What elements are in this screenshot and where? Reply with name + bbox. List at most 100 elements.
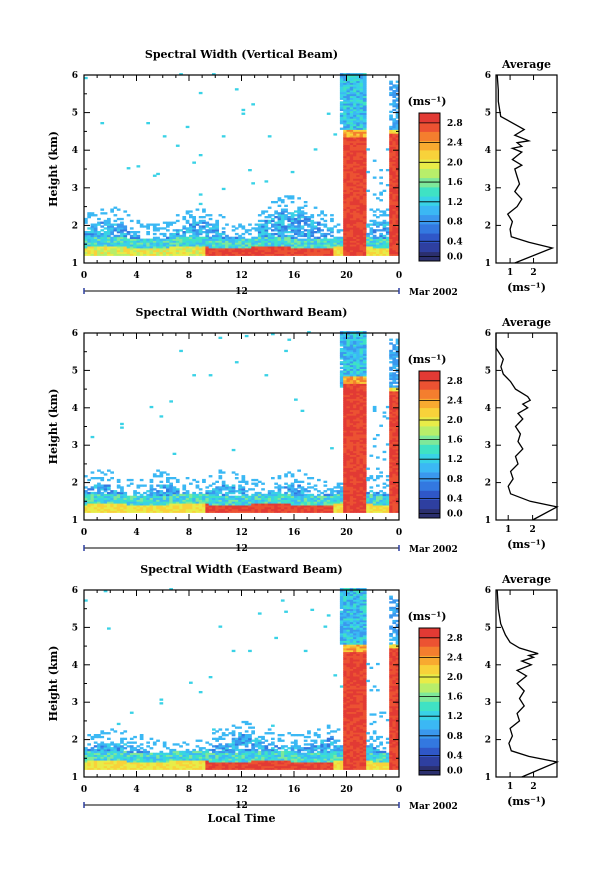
heatmap-cell [116, 236, 121, 239]
heatmap-cell [389, 374, 393, 377]
heatmap-cell [395, 413, 400, 416]
heatmap-cell [359, 174, 364, 177]
heatmap-cell [218, 471, 223, 474]
heatmap-cell [353, 169, 357, 172]
heatmap-cell [372, 409, 377, 412]
heatmap-cell [349, 225, 354, 228]
heatmap-cell [116, 242, 121, 245]
heatmap-cell [356, 452, 360, 455]
heatmap-cell [149, 508, 154, 512]
heatmap-cell [343, 361, 347, 364]
heatmap-cell [353, 497, 357, 500]
heatmap-cell [103, 760, 108, 763]
heatmap-cell [395, 236, 400, 239]
heatmap-cell [376, 197, 380, 200]
heatmap-cell [389, 182, 393, 185]
heatmap-cell [349, 456, 354, 459]
heatmap-cell [277, 488, 282, 491]
heatmap-cell [225, 484, 229, 487]
heatmap-cell [189, 210, 193, 213]
heatmap-cell [366, 242, 370, 245]
heatmap-cell [353, 411, 357, 414]
heatmap-cell [113, 506, 118, 510]
heatmap-cell [395, 480, 400, 483]
heatmap-cell [343, 184, 347, 187]
heatmap-cell [231, 471, 236, 474]
heatmap-cell [307, 229, 311, 232]
heatmap-cell [346, 497, 351, 500]
heatmap-cell [362, 138, 367, 142]
heatmap-cell [133, 236, 137, 239]
heatmap-cell [356, 448, 360, 452]
heatmap-cell [317, 236, 321, 239]
heatmap-cell [389, 385, 393, 388]
heatmap-cell [362, 176, 367, 179]
heatmap-cell [192, 229, 196, 232]
heatmap-cell [356, 75, 360, 78]
heatmap-cell [395, 152, 400, 155]
heatmap-cell [97, 223, 101, 226]
heatmap-cell [90, 501, 95, 504]
heatmap-cell [392, 201, 397, 204]
heatmap-cell [343, 493, 347, 497]
heatmap-cell [326, 505, 331, 508]
heatmap-cell [389, 185, 393, 189]
heatmap-cell [231, 484, 236, 487]
heatmap-cell [356, 219, 360, 223]
heatmap-cell [392, 165, 397, 168]
heatmap-cell [93, 497, 98, 500]
heatmap-cell [110, 249, 114, 253]
heatmap-cell [359, 76, 364, 80]
heatmap-cell [103, 752, 108, 755]
heatmap-cell [392, 108, 397, 112]
heatmap-cell [97, 505, 101, 508]
heatmap-cell [389, 426, 393, 429]
heatmap-cell [343, 340, 347, 343]
heatmap-cell [310, 510, 315, 513]
heatmap-cell [198, 503, 203, 506]
heatmap-cell [395, 377, 400, 381]
heatmap-cell [379, 471, 383, 474]
heatmap-cell [356, 490, 360, 493]
heatmap-cell [385, 249, 390, 253]
heatmap-cell [343, 368, 347, 371]
heatmap-cell [343, 180, 347, 183]
heatmap-cell [392, 398, 397, 401]
heatmap-cell [359, 146, 364, 149]
heatmap-cell [356, 484, 360, 487]
heatmap-cell [166, 503, 170, 506]
heatmap-cell [389, 234, 393, 238]
heatmap-cell [389, 232, 393, 236]
heatmap-cell [362, 178, 367, 181]
heatmap-cell [218, 336, 223, 339]
heatmap-cell [110, 251, 114, 254]
heatmap-cell [271, 201, 275, 204]
heatmap-cell [353, 161, 357, 164]
heatmap-cell [392, 180, 397, 183]
heatmap-cell [234, 242, 239, 245]
heatmap-cell [343, 242, 347, 245]
heatmap-cell [362, 392, 367, 396]
heatmap-cell [362, 144, 367, 147]
heatmap-cell [172, 495, 177, 498]
heatmap-cell [356, 189, 360, 192]
heatmap-cell [346, 99, 351, 102]
heatmap-cell [389, 202, 393, 206]
heatmap-cell [376, 229, 380, 232]
heatmap-cell [146, 501, 150, 504]
heatmap-cell [353, 120, 357, 123]
heatmap-cell [280, 495, 285, 498]
heatmap-cell [100, 758, 105, 761]
heatmap-cell [90, 225, 95, 228]
heatmap-cell [339, 336, 344, 339]
heatmap-cell [356, 331, 360, 334]
heatmap-cell [300, 480, 305, 483]
heatmap-cell [339, 97, 344, 100]
heatmap-cell [356, 152, 360, 155]
heatmap-cell [107, 246, 111, 249]
heatmap-cell [175, 248, 180, 251]
heatmap-cell [310, 216, 315, 219]
heatmap-cell [195, 495, 200, 498]
heatmap-cell [359, 131, 364, 134]
heatmap-cell [359, 142, 364, 145]
